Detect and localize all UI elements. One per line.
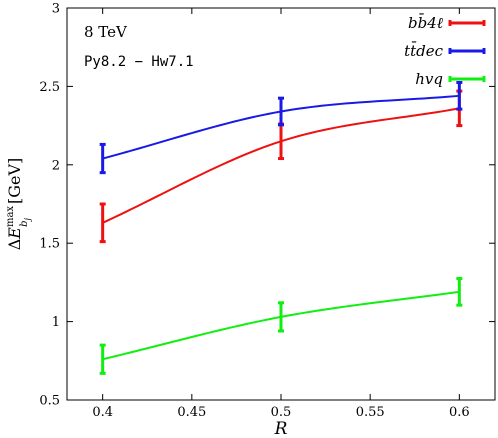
y-tick-label: 2 [52, 158, 60, 173]
legend-label: tt̄dec [404, 42, 444, 60]
ylabel-energy-symbol: E [5, 227, 24, 240]
y-axis-title: ΔEmax bj [GeV] [5, 158, 32, 251]
y-tick-label: 1.5 [39, 237, 60, 252]
ylabel-delta: Δ [5, 239, 24, 251]
legend-label: hvq [415, 70, 443, 88]
error-bars [99, 80, 463, 375]
x-tick-label: 0.45 [177, 405, 206, 420]
x-tick-label: 0.4 [92, 405, 113, 420]
data-point [278, 301, 284, 333]
data-point [99, 343, 106, 375]
x-axis-title: R [274, 419, 288, 438]
ylabel-subscript: b [19, 221, 30, 227]
x-tick-label: 0.5 [271, 405, 292, 420]
x-tick-label: 0.55 [356, 405, 385, 420]
data-point [456, 276, 463, 307]
data-point [278, 96, 284, 127]
y-tick-label: 2.5 [39, 80, 60, 95]
annotation-generators: Py8.2 − Hw7.1 [84, 54, 194, 70]
y-tick-label: 0.5 [39, 394, 60, 409]
y-tick-label: 1 [52, 315, 60, 330]
ylabel-subsubscript: j [23, 218, 32, 223]
annotation-energy: 8 TeV [84, 23, 128, 41]
data-point [99, 202, 106, 244]
x-tick-label: 0.6 [449, 405, 470, 420]
legend-label: bb̄4ℓ [408, 14, 443, 32]
ylabel-unit: [GeV] [5, 158, 24, 204]
tick-labels: 0.4 0.45 0.5 0.55 0.6 0.5 1 1.5 2 2.5 3 [39, 2, 469, 421]
y-tick-label: 3 [52, 2, 60, 17]
data-point [456, 80, 463, 111]
plot-frame [66, 7, 496, 401]
legend: bb̄4ℓ tt̄dec hvq [404, 14, 486, 88]
data-point [99, 142, 106, 175]
ylabel-superscript: max [5, 206, 16, 227]
